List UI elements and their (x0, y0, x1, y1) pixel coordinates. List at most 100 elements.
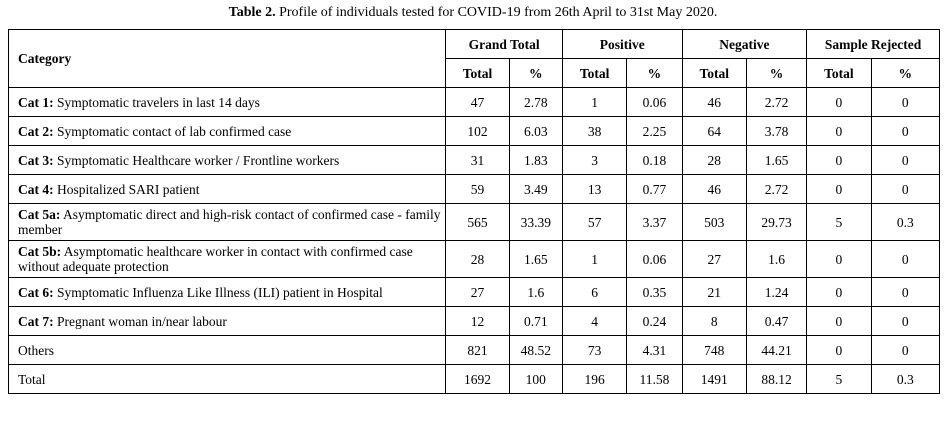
value-cell: 3.78 (745, 116, 808, 146)
value-cell: 0.3 (870, 203, 941, 241)
subheader-cell: Total (681, 58, 747, 88)
table-row: Others 821 48.52 73 4.31 748 44.21 0 0 (7, 335, 941, 365)
value-cell: 0 (806, 87, 872, 117)
covid-profile-table: Category Grand Total Positive Negative S… (7, 29, 941, 394)
category-description: Others (18, 342, 54, 358)
category-code: Cat 5b: (18, 244, 62, 259)
value-cell: 2.78 (508, 87, 563, 117)
value-cell: 3 (561, 145, 628, 175)
value-cell: 0.24 (626, 306, 683, 336)
category-description: Asymptomatic healthcare worker in contac… (18, 244, 413, 274)
value-cell: 21 (681, 277, 747, 307)
value-cell: 3.49 (508, 174, 563, 204)
header-row-sub: Total % Total % Total % Total % (9, 58, 941, 88)
value-cell: 0.18 (626, 145, 683, 175)
value-cell: 48.52 (508, 335, 563, 365)
subheader-cell: % (870, 58, 941, 88)
table-row: Cat 5b: Asymptomatic healthcare worker i… (7, 240, 941, 278)
value-cell: 88.12 (745, 364, 808, 394)
category-description: Symptomatic Influenza Like Illness (ILI)… (53, 284, 383, 300)
subheader-cell: Total (561, 58, 628, 88)
table-caption: Table 2. Profile of individuals tested f… (0, 4, 946, 22)
subheader-cell: % (508, 58, 563, 88)
value-cell: 73 (561, 335, 628, 365)
value-cell: 4.31 (626, 335, 683, 365)
value-cell: 0 (806, 277, 872, 307)
category-cell: Cat 7: Pregnant woman in/near labour (7, 306, 447, 336)
value-cell: 0.35 (626, 277, 683, 307)
category-cell: Total (7, 364, 447, 394)
subheader-cell: % (745, 58, 808, 88)
value-cell: 0.3 (870, 364, 941, 394)
value-cell: 1 (561, 87, 628, 117)
value-cell: 4 (561, 306, 628, 336)
category-cell: Cat 6: Symptomatic Influenza Like Illnes… (7, 277, 447, 307)
value-cell: 8 (681, 306, 747, 336)
value-cell: 3.37 (626, 203, 683, 241)
category-description: Pregnant woman in/near labour (53, 313, 227, 329)
header-sample-rejected: Sample Rejected (806, 29, 940, 59)
value-cell: 0 (806, 335, 872, 365)
value-cell: 2.72 (745, 87, 808, 117)
category-cell: Cat 4: Hospitalized SARI patient (7, 174, 447, 204)
value-cell: 0 (806, 306, 872, 336)
header-category: Category (7, 29, 447, 88)
value-cell: 64 (681, 116, 747, 146)
value-cell: 0 (806, 116, 872, 146)
category-cell: Cat 5a: Asymptomatic direct and high-ris… (7, 203, 447, 241)
value-cell: 565 (445, 203, 510, 241)
value-cell: 31 (445, 145, 510, 175)
value-cell: 102 (445, 116, 510, 146)
category-description: Symptomatic Healthcare worker / Frontlin… (53, 152, 340, 168)
value-cell: 100 (508, 364, 563, 394)
value-cell: 33.39 (508, 203, 563, 241)
value-cell: 196 (561, 364, 628, 394)
value-cell: 1.24 (745, 277, 808, 307)
value-cell: 1.6 (508, 277, 563, 307)
value-cell: 0 (870, 145, 941, 175)
value-cell: 1692 (445, 364, 510, 394)
value-cell: 0.77 (626, 174, 683, 204)
value-cell: 1.65 (745, 145, 808, 175)
category-code: Cat 2: (18, 123, 54, 139)
value-cell: 38 (561, 116, 628, 146)
table-row: Cat 3: Symptomatic Healthcare worker / F… (7, 145, 941, 175)
category-code: Cat 4: (18, 181, 54, 197)
value-cell: 59 (445, 174, 510, 204)
value-cell: 748 (681, 335, 747, 365)
table-caption-text: Profile of individuals tested for COVID-… (275, 5, 718, 20)
header-negative: Negative (681, 29, 808, 59)
subheader-cell: Total (445, 58, 510, 88)
category-description: Total (18, 371, 46, 387)
value-cell: 0 (870, 277, 941, 307)
value-cell: 1491 (681, 364, 747, 394)
table-row: Cat 5a: Asymptomatic direct and high-ris… (7, 203, 941, 241)
value-cell: 1.6 (745, 240, 808, 278)
value-cell: 0 (870, 87, 941, 117)
header-grand-total: Grand Total (445, 29, 563, 59)
value-cell: 5 (806, 203, 872, 241)
value-cell: 0 (870, 306, 941, 336)
value-cell: 0 (806, 174, 872, 204)
value-cell: 0 (806, 240, 872, 278)
category-description: Symptomatic travelers in last 14 days (53, 94, 260, 110)
value-cell: 1.65 (508, 240, 563, 278)
value-cell: 44.21 (745, 335, 808, 365)
value-cell: 0 (870, 174, 941, 204)
value-cell: 28 (681, 145, 747, 175)
table-row: Cat 2: Symptomatic contact of lab confir… (7, 116, 941, 146)
value-cell: 11.58 (626, 364, 683, 394)
value-cell: 28 (445, 240, 510, 278)
category-code: Cat 7: (18, 313, 54, 329)
value-cell: 6 (561, 277, 628, 307)
category-cell: Cat 5b: Asymptomatic healthcare worker i… (7, 240, 447, 278)
value-cell: 46 (681, 174, 747, 204)
value-cell: 0 (870, 116, 941, 146)
category-cell: Cat 2: Symptomatic contact of lab confir… (7, 116, 447, 146)
category-code: Cat 6: (18, 284, 54, 300)
value-cell: 1.83 (508, 145, 563, 175)
table-row: Cat 6: Symptomatic Influenza Like Illnes… (7, 277, 941, 307)
subheader-cell: Total (806, 58, 872, 88)
value-cell: 2.25 (626, 116, 683, 146)
value-cell: 0.06 (626, 87, 683, 117)
